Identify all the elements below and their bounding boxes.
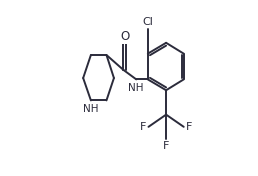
Text: F: F: [163, 142, 169, 152]
Text: NH: NH: [83, 104, 99, 114]
Text: Cl: Cl: [142, 17, 153, 27]
Text: F: F: [186, 122, 192, 132]
Text: F: F: [140, 122, 147, 132]
Text: NH: NH: [128, 83, 143, 93]
Text: O: O: [120, 30, 130, 43]
